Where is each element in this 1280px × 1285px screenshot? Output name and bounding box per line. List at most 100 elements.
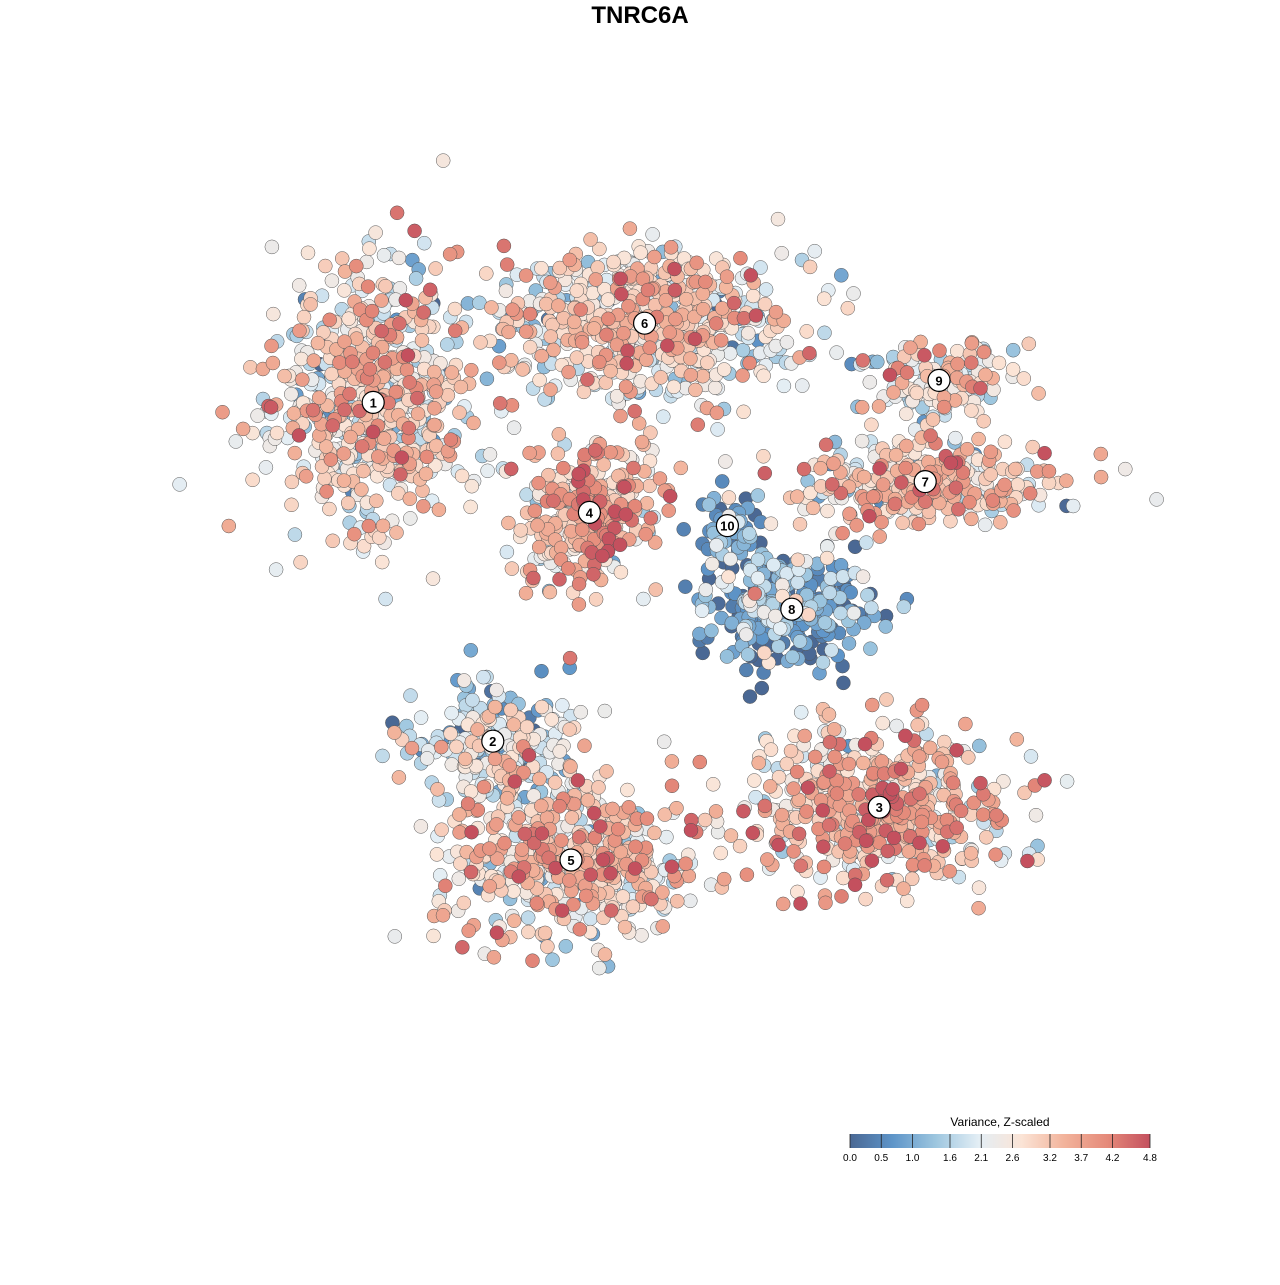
cell-point-cluster-4	[522, 445, 537, 461]
cell-point-cluster-5	[605, 801, 620, 817]
cell-point-cluster-5	[463, 864, 479, 880]
cell-point-cluster-6	[501, 324, 516, 340]
cell-point-cluster-9	[1031, 386, 1046, 401]
cell-point-cluster-6	[588, 272, 603, 287]
cell-point-cluster-5	[593, 819, 608, 834]
cell-point-cluster-2	[391, 770, 407, 785]
cell-point-cluster-6	[569, 350, 585, 365]
cell-point-cluster-1	[172, 477, 187, 492]
cell-point-cluster-4	[542, 584, 558, 600]
cell-point-cluster-1	[550, 446, 566, 461]
cell-point-cluster-6	[816, 291, 832, 306]
cell-point-cluster-1	[496, 238, 512, 254]
cell-point-cluster-5	[453, 856, 468, 871]
cell-point-cluster-1	[306, 353, 322, 368]
cell-point-cluster-7	[1022, 486, 1038, 501]
cell-point-cluster-1	[361, 518, 377, 534]
cell-point-cluster-3	[971, 900, 986, 916]
cell-point-cluster-8	[695, 645, 710, 661]
cell-point-cluster-1	[374, 293, 389, 308]
cell-point-cluster-1	[378, 278, 393, 294]
cell-point-cluster-1	[305, 402, 321, 418]
cell-point-cluster-6	[666, 379, 682, 395]
cell-point-cluster-3	[949, 743, 964, 758]
cell-point-cluster-3	[847, 877, 863, 893]
cell-point-cluster-6	[606, 254, 621, 270]
cell-point-cluster-9	[903, 340, 918, 355]
cell-point-cluster-3	[934, 754, 950, 770]
cluster-label-text: 2	[489, 734, 496, 749]
cell-point-cluster-7	[997, 477, 1012, 493]
cell-point-cluster-1	[410, 406, 426, 422]
cell-point-cluster-6	[698, 274, 713, 290]
cell-point-cluster-3	[893, 761, 909, 777]
cell-point-cluster-2	[404, 740, 420, 756]
cell-point-cluster-6	[621, 298, 636, 314]
cell-point-cluster-6	[561, 364, 576, 380]
cell-point-cluster-2	[487, 751, 503, 767]
cell-point-cluster-3	[1017, 785, 1032, 801]
cell-point-cluster-3	[1059, 774, 1075, 789]
legend-tick-label: 1.0	[906, 1153, 920, 1164]
cell-point-cluster-4	[662, 488, 678, 504]
cell-point-cluster-3	[771, 769, 787, 785]
cell-point-cluster-4	[518, 585, 534, 601]
cell-point-cluster-1	[356, 463, 371, 479]
cell-point-cluster-6	[662, 325, 677, 340]
cell-point-cluster-9	[932, 343, 947, 358]
cell-point-cluster-4	[639, 496, 655, 511]
cell-point-cluster-3	[851, 787, 866, 802]
cell-point-cluster-6	[743, 268, 759, 283]
cell-point-cluster-5	[517, 826, 533, 842]
cluster-label-badge	[481, 729, 505, 753]
cell-point-cluster-2	[413, 710, 429, 725]
cluster-label-layer: 1 2 3 4 5 6 7 8 9 10	[361, 311, 951, 872]
cell-point-cluster-6	[620, 343, 635, 359]
cell-point-cluster-6	[683, 351, 698, 366]
cell-point-cluster-7	[888, 447, 904, 463]
cell-point-cluster-5	[552, 799, 567, 814]
cell-point-cluster-5	[526, 788, 541, 803]
cell-point-cluster-9	[976, 344, 992, 360]
cell-point-cluster-2	[419, 751, 435, 766]
cell-point-cluster-6	[735, 368, 750, 383]
cell-point-cluster-1	[482, 447, 498, 462]
cell-point-cluster-1	[266, 306, 281, 322]
cell-point-cluster-1	[362, 361, 378, 377]
cell-point-cluster-9	[899, 365, 915, 380]
cell-point-cluster-8	[772, 621, 788, 636]
cell-point-cluster-8	[757, 645, 772, 661]
cell-point-cluster-2	[470, 722, 485, 737]
cell-point-cluster-4	[527, 503, 543, 519]
cell-point-cluster-6	[736, 310, 752, 326]
cell-point-cluster-5	[655, 885, 670, 900]
cell-point-cluster-3	[751, 755, 766, 771]
cell-point-cluster-1	[364, 303, 380, 319]
cell-point-cluster-6	[745, 288, 761, 304]
cell-point-cluster-10	[763, 516, 779, 531]
cell-point-cluster-3	[816, 839, 831, 855]
cell-point-cluster-1	[360, 279, 376, 294]
cell-point-cluster-3	[774, 807, 790, 823]
cell-point-cluster-7	[833, 485, 849, 501]
cell-point-cluster-5	[514, 842, 530, 857]
cell-point-cluster-2	[403, 688, 418, 703]
cell-point-cluster-7	[1037, 445, 1052, 461]
cell-point-cluster-5	[572, 922, 588, 937]
cell-point-cluster-3	[880, 843, 895, 859]
cell-point-cluster-9	[909, 385, 925, 401]
cell-point-cluster-8	[724, 615, 740, 631]
cell-point-cluster-6	[757, 296, 773, 312]
cluster-label-3: 3	[867, 795, 891, 819]
cell-point-cluster-8	[694, 603, 710, 618]
cell-point-cluster-8	[836, 675, 851, 691]
cell-point-cluster-1	[235, 421, 251, 437]
cell-point-cluster-6	[583, 232, 598, 247]
cell-point-cluster-5	[554, 833, 569, 848]
cell-point-cluster-6	[622, 221, 638, 236]
cell-point-cluster-7	[824, 477, 840, 492]
cell-point-cluster-1	[362, 241, 377, 256]
cluster-label-badge	[577, 500, 602, 525]
cell-point-cluster-1	[463, 499, 478, 515]
cell-point-cluster-1	[399, 362, 415, 378]
